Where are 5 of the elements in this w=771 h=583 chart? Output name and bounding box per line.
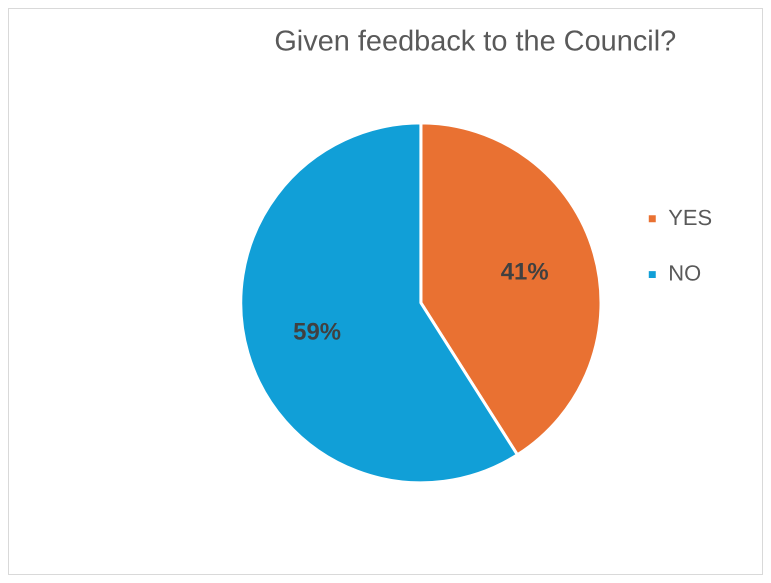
legend-label: NO — [668, 260, 702, 286]
data-label: 41% — [500, 258, 549, 286]
chart-title: Given feedback to the Council? — [274, 25, 676, 58]
data-label: 59% — [293, 318, 342, 346]
legend-label: YES — [668, 204, 712, 230]
